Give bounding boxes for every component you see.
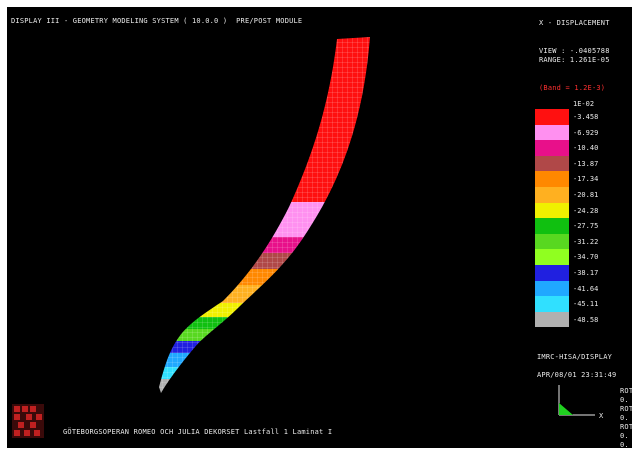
legend-entry: -6.929 xyxy=(535,124,632,141)
legend-label: -20.81 xyxy=(573,190,599,199)
legend-swatch xyxy=(535,109,569,125)
company-logo xyxy=(12,404,44,438)
contour-band xyxy=(159,379,370,393)
legend-label: -13.87 xyxy=(573,159,599,168)
legend-swatch xyxy=(535,218,569,234)
deformed-shell-model xyxy=(159,37,370,393)
legend-label: 1E-02 xyxy=(573,100,595,108)
legend-entry: -17.34 xyxy=(535,171,632,187)
contour-band xyxy=(159,303,370,317)
header-title: DISPLAY III - GEOMETRY MODELING SYSTEM (… xyxy=(11,17,303,25)
viewport-screen: DISPLAY III - GEOMETRY MODELING SYSTEM (… xyxy=(7,7,632,448)
legend-entry: -10.40 xyxy=(535,140,632,156)
legend-swatch xyxy=(535,124,569,141)
contour-band xyxy=(159,285,370,303)
band-header: (Band = 1.2E-3) xyxy=(539,84,606,92)
legend-label: -6.929 xyxy=(573,128,599,137)
contour-band xyxy=(159,367,370,379)
legend-swatch xyxy=(535,171,569,187)
legend-label: -27.75 xyxy=(573,222,599,231)
legend-entry: -41.64 xyxy=(535,280,632,297)
legend-entry: -31.22 xyxy=(535,233,632,250)
legend-label: -34.70 xyxy=(573,253,599,262)
model-description: GÖTEBORGSOPERAN ROMEO OCH JULIA DEKORSET… xyxy=(63,428,333,436)
legend-swatch xyxy=(535,249,569,265)
contour-band xyxy=(159,317,370,329)
result-type: X - DISPLACEMENT xyxy=(539,19,610,27)
rotation-readout: ROT 0. ROT 0. ROT 0. 0. xyxy=(620,387,632,448)
program-label: IMRC-HISA/DISPLAY xyxy=(537,353,613,361)
legend-entry: -20.81 xyxy=(535,186,632,203)
legend-entry: -3.458 xyxy=(535,109,632,125)
legend-entry: -27.75 xyxy=(535,218,632,234)
legend-swatch xyxy=(535,296,569,312)
view-value: VIEW : -.0405788 xyxy=(539,47,610,55)
timestamp: APR/08/01 23:31:49 xyxy=(537,371,617,379)
legend-label: -48.58 xyxy=(573,315,599,324)
legend-label: -38.17 xyxy=(573,268,599,277)
legend-entry: -13.87 xyxy=(535,155,632,172)
legend-label: -17.34 xyxy=(573,175,599,184)
legend-entry: -45.11 xyxy=(535,296,632,312)
legend-top-label: 1E-02 xyxy=(535,99,632,109)
range-value: RANGE: 1.261E-05 xyxy=(539,56,610,64)
axis-x-label: X xyxy=(599,412,604,420)
legend-label: -31.22 xyxy=(573,237,599,246)
legend-swatch xyxy=(535,311,569,328)
legend-swatch xyxy=(535,140,569,156)
legend-swatch xyxy=(535,202,569,219)
legend-label: -3.458 xyxy=(573,113,599,121)
color-legend: 1E-02 -3.458 -6.929 -10.40 -13.87 -17.34 -20.8… xyxy=(535,99,632,328)
axis-triad-icon: X xyxy=(558,385,604,420)
legend-entry: -34.70 xyxy=(535,249,632,265)
legend-swatch xyxy=(535,280,569,297)
legend-entry: -38.17 xyxy=(535,264,632,281)
legend-label: -24.28 xyxy=(573,206,599,215)
legend-entry: -24.28 xyxy=(535,202,632,219)
legend-label: -45.11 xyxy=(573,300,599,309)
legend-swatch xyxy=(535,264,569,281)
legend-swatch xyxy=(535,155,569,172)
legend-swatch xyxy=(535,186,569,203)
legend-label: -10.40 xyxy=(573,144,599,153)
legend-entry: -48.58 xyxy=(535,311,632,328)
contour-band xyxy=(159,202,370,237)
legend-label: -41.64 xyxy=(573,284,599,293)
legend-swatch xyxy=(535,233,569,250)
